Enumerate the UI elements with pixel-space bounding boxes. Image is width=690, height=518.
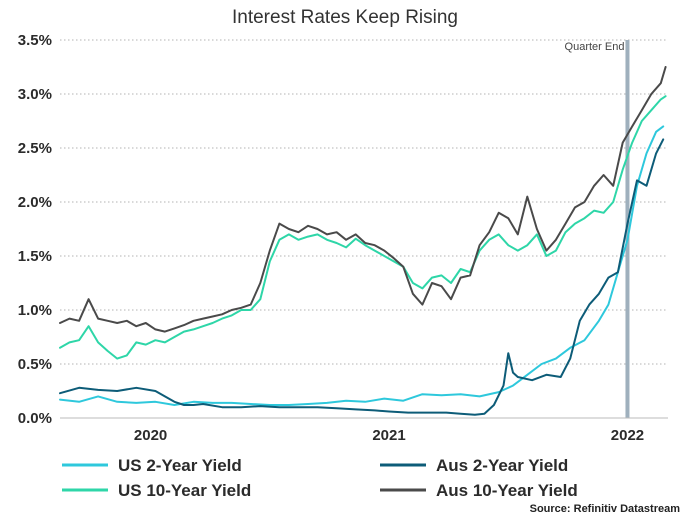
y-tick-label: 3.5% xyxy=(18,32,52,49)
chart-title: Interest Rates Keep Rising xyxy=(232,7,458,28)
legend-label: Aus 10-Year Yield xyxy=(436,481,578,500)
series-lines xyxy=(59,66,667,416)
x-axis-labels: 2020 2021 2022 xyxy=(134,427,644,444)
grid xyxy=(60,39,668,365)
legend: US 2-Year Yield US 10-Year Yield Aus 2-Yea… xyxy=(62,456,578,500)
series-line-0 xyxy=(59,125,665,406)
series-line-1 xyxy=(59,95,667,360)
y-tick-label: 0.5% xyxy=(18,356,52,373)
y-tick-label: 2.5% xyxy=(18,140,52,157)
legend-label: US 2-Year Yield xyxy=(118,456,242,475)
y-tick-label: 1.0% xyxy=(18,302,52,319)
x-tick-label: 2022 xyxy=(611,427,644,444)
y-tick-label: 2.0% xyxy=(18,194,52,211)
x-tick-label: 2020 xyxy=(134,427,167,444)
y-tick-label: 0.0% xyxy=(18,410,52,427)
x-tick-label: 2021 xyxy=(372,427,405,444)
quarter-end-annotation: Quarter End xyxy=(565,40,630,418)
series-line-2 xyxy=(59,138,665,416)
y-axis-labels: 0.0% 0.5% 1.0% 1.5% 2.0% 2.5% 3.0% 3.5% xyxy=(18,32,52,427)
source-note: Source: Refinitiv Datastream xyxy=(530,503,681,515)
series-line-3 xyxy=(59,66,667,333)
y-tick-label: 1.5% xyxy=(18,248,52,265)
y-tick-label: 3.0% xyxy=(18,86,52,103)
quarter-end-label: Quarter End xyxy=(565,41,625,53)
legend-label: US 10-Year Yield xyxy=(118,481,251,500)
legend-label: Aus 2-Year Yield xyxy=(436,456,568,475)
